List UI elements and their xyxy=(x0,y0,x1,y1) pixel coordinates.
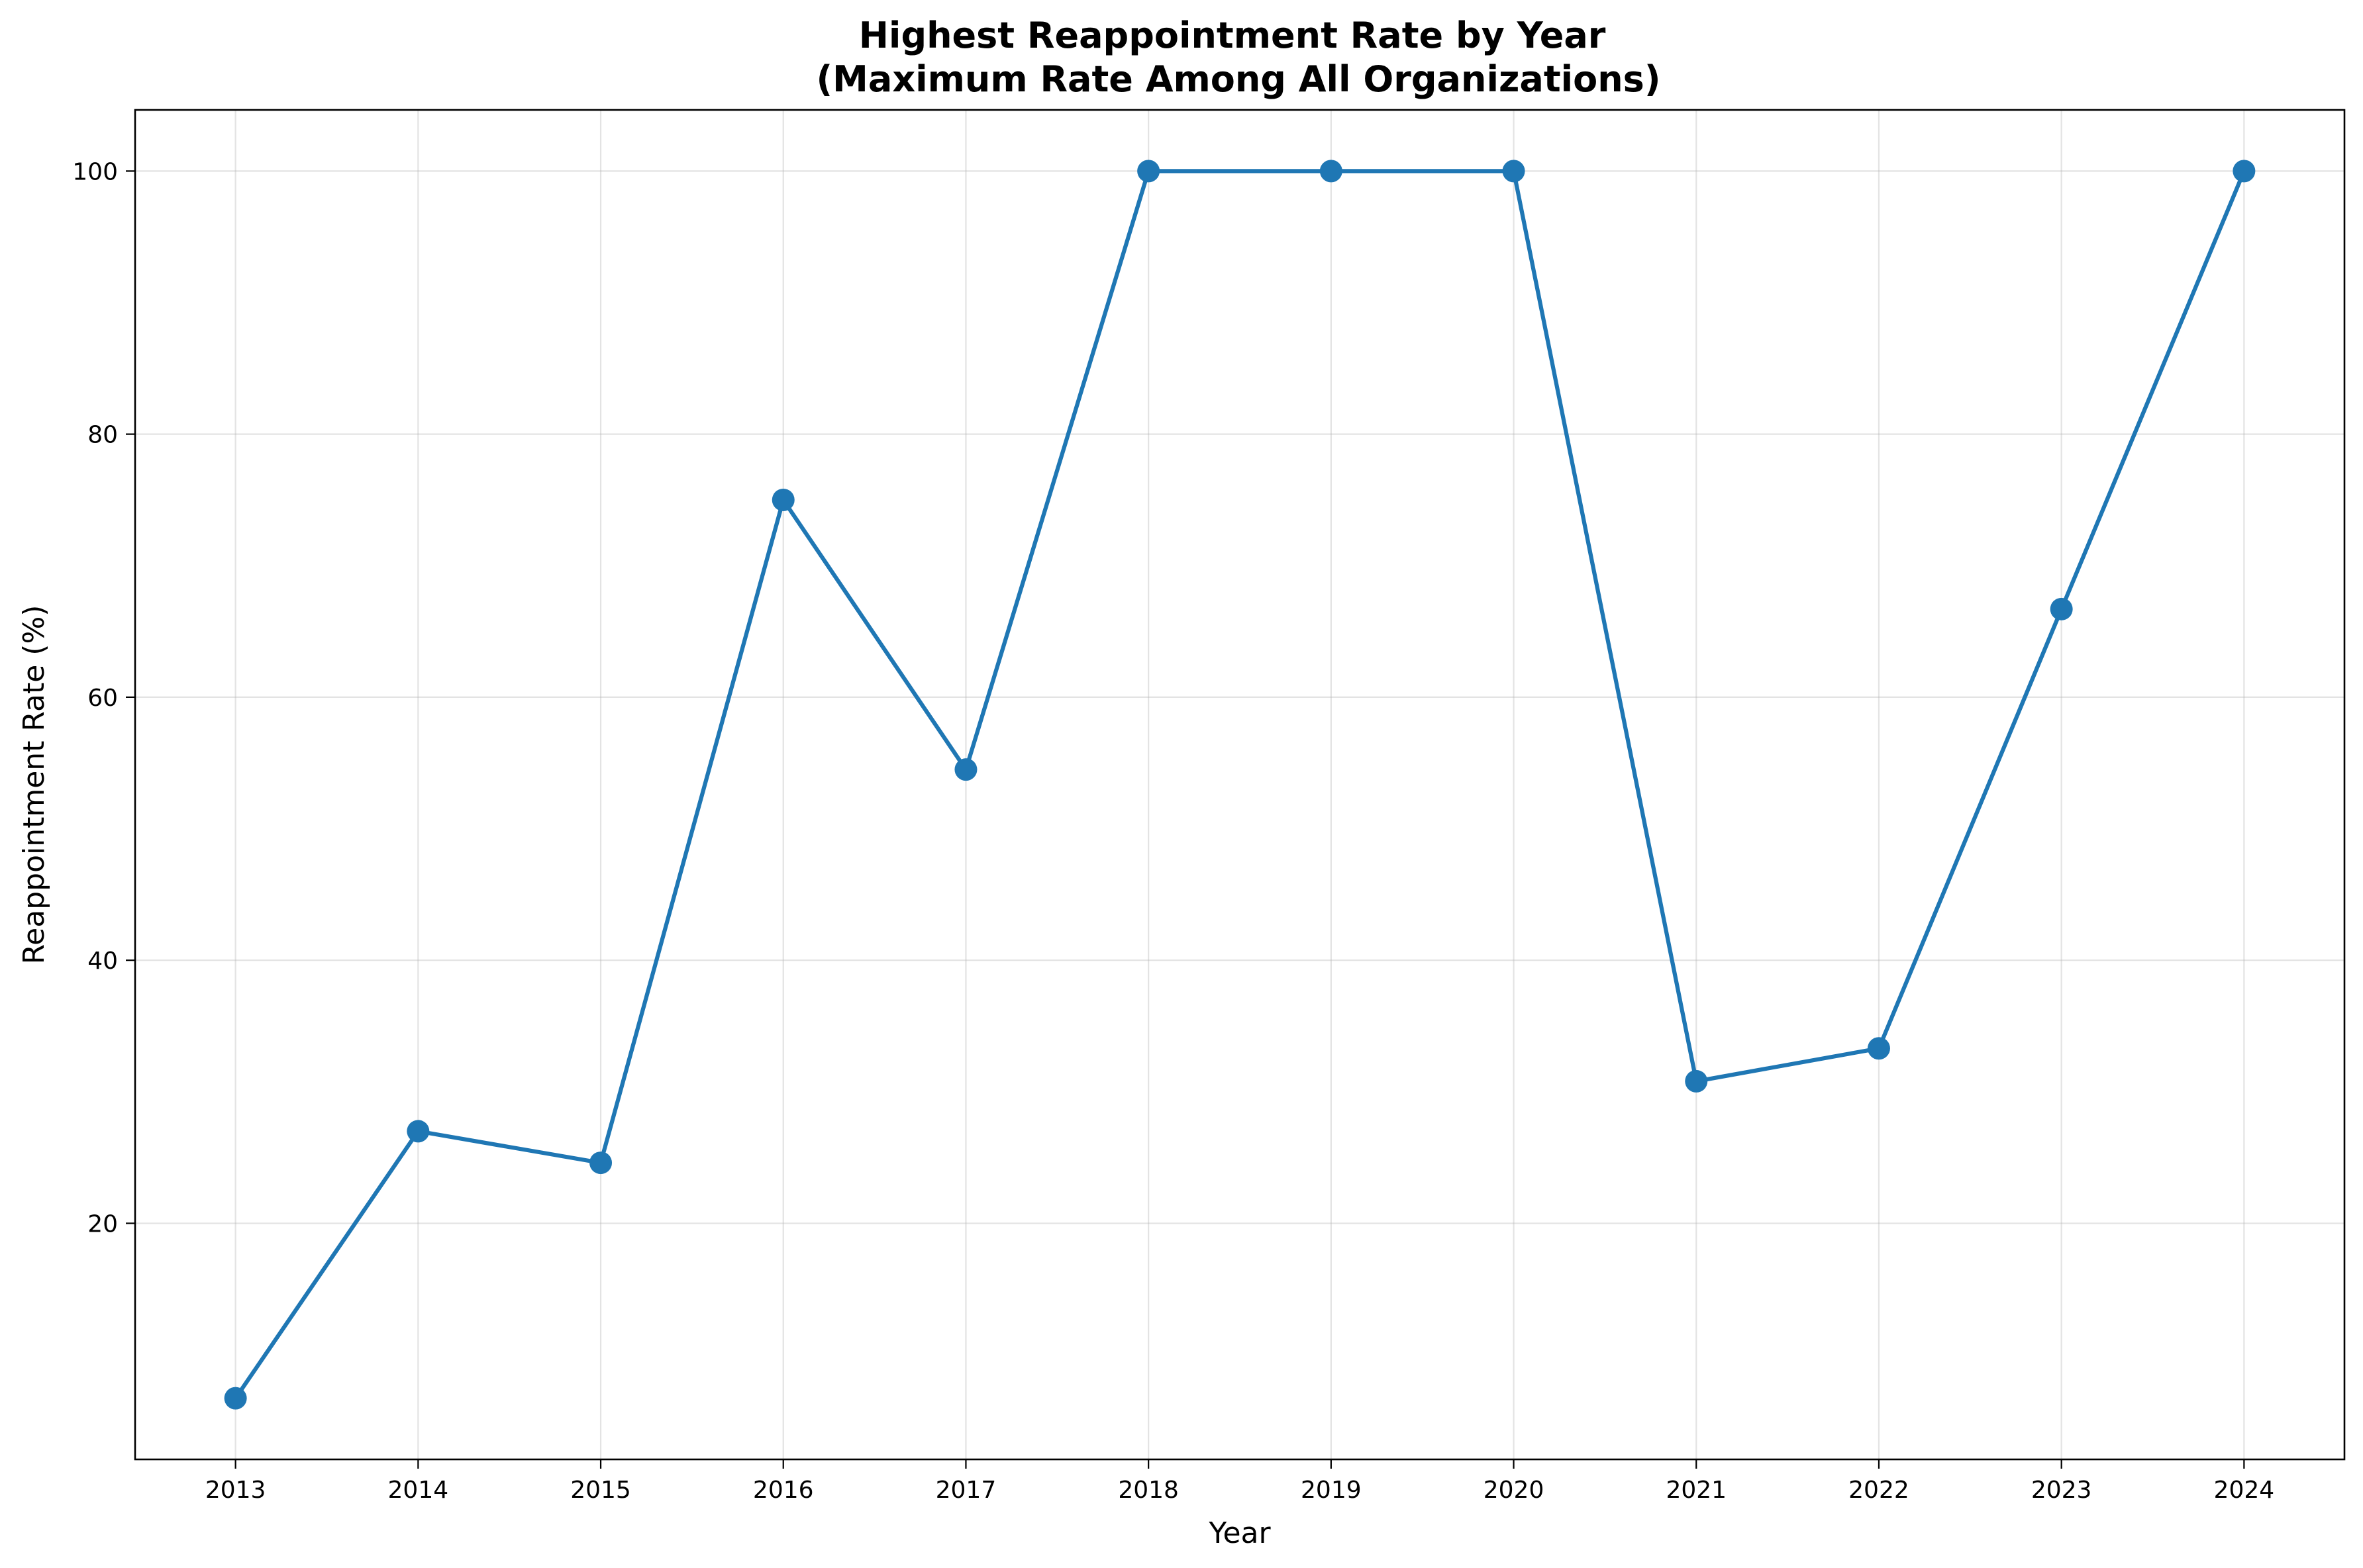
series-markers xyxy=(224,160,2256,1410)
chart-title: Highest Reappointment Rate by Year (Maxi… xyxy=(816,15,1660,100)
ticks: 2013 2014 2015 2016 2017 2018 2019 2020 2021 2022… xyxy=(72,158,2274,1504)
y-tick-label: 60 xyxy=(87,685,118,712)
grid xyxy=(135,110,2344,1459)
data-point-2019 xyxy=(1319,160,1342,183)
plot-area-frame xyxy=(134,109,2346,1461)
y-tick-label: 100 xyxy=(72,158,118,185)
x-axis-label: Year xyxy=(1208,1516,1271,1550)
y-tick-label: 80 xyxy=(87,422,118,449)
data-point-2024 xyxy=(2233,160,2256,183)
data-point-2023 xyxy=(2050,597,2073,620)
x-tick-label: 2022 xyxy=(1848,1477,1909,1504)
data-point-2022 xyxy=(1867,1037,1890,1060)
series-lines xyxy=(233,169,2246,1400)
data-point-2017 xyxy=(954,758,978,781)
y-axis-label: Reappointment Rate (%) xyxy=(17,605,51,965)
x-tick-label: 2014 xyxy=(388,1477,449,1504)
x-tick-label: 2018 xyxy=(1118,1477,1179,1504)
x-tick-label: 2024 xyxy=(2214,1477,2275,1504)
x-tick-label: 2017 xyxy=(936,1477,997,1504)
data-point-2020 xyxy=(1502,160,1525,183)
y-tick-label: 40 xyxy=(87,948,118,975)
data-point-2016 xyxy=(772,488,795,511)
data-point-2014 xyxy=(407,1120,430,1143)
data-point-2013 xyxy=(224,1387,247,1410)
x-tick-label: 2023 xyxy=(2031,1477,2092,1504)
x-tick-label: 2016 xyxy=(753,1477,814,1504)
chart-title-line-1: Highest Reappointment Rate by Year xyxy=(859,15,1606,56)
data-point-2015 xyxy=(589,1152,613,1175)
data-point-2021 xyxy=(1685,1069,1708,1093)
x-tick-label: 2013 xyxy=(205,1477,266,1504)
x-tick-label: 2015 xyxy=(570,1477,631,1504)
x-tick-label: 2021 xyxy=(1666,1477,1727,1504)
x-tick-label: 2019 xyxy=(1301,1477,1362,1504)
y-tick-label: 20 xyxy=(87,1210,118,1238)
data-point-2018 xyxy=(1137,160,1160,183)
series-line xyxy=(233,169,2246,1400)
x-tick-label: 2020 xyxy=(1483,1477,1544,1504)
chart-title-line-2: (Maximum Rate Among All Organizations) xyxy=(816,58,1660,100)
